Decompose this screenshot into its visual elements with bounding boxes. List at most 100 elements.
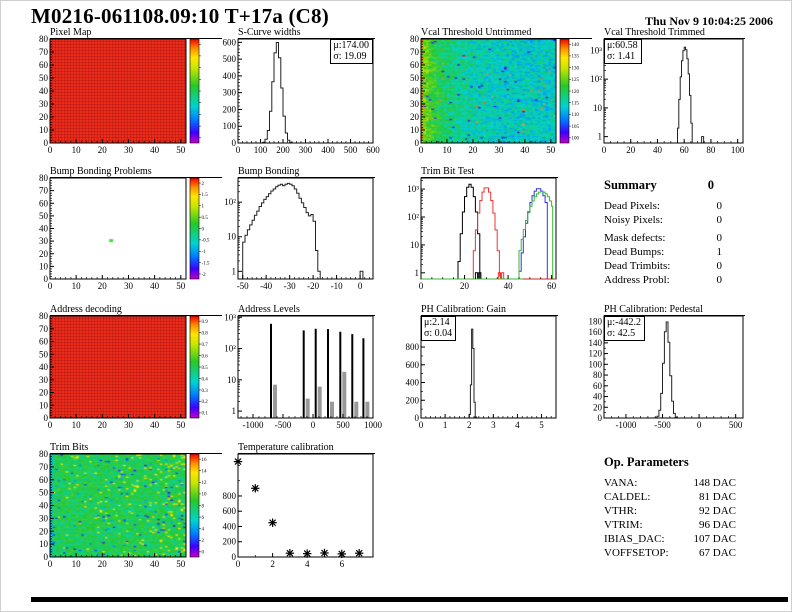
svg-text:0.7: 0.7 (202, 343, 209, 348)
op-parameter-value: 148 DAC (693, 477, 736, 489)
svg-text:0: 0 (419, 281, 424, 291)
svg-text:10: 10 (72, 420, 82, 430)
svg-text:-1000: -1000 (243, 420, 264, 430)
page-title: M0216-061108.09:10 T+17a (C8) (31, 4, 329, 28)
svg-text:20: 20 (626, 145, 636, 155)
svg-text:200: 200 (223, 537, 237, 547)
svg-text:20: 20 (410, 112, 420, 122)
stats-box: μ:60.58 σ: 1.41 (604, 39, 642, 64)
svg-text:10²: 10² (224, 344, 236, 354)
svg-text:30: 30 (124, 559, 134, 569)
summary-row-label: Dead Bumps: (604, 246, 665, 258)
svg-text:3: 3 (491, 420, 496, 430)
op-parameter-label: VTHR: (604, 505, 637, 517)
svg-text:130: 130 (572, 66, 580, 71)
svg-text:1.5: 1.5 (202, 193, 209, 198)
svg-text:50: 50 (39, 211, 49, 221)
svg-text:0: 0 (232, 552, 237, 562)
svg-text:2: 2 (467, 420, 472, 430)
svg-text:6: 6 (202, 516, 205, 521)
svg-text:60: 60 (39, 337, 49, 347)
svg-text:10: 10 (72, 281, 82, 291)
svg-text:0: 0 (311, 420, 316, 430)
summary-title: Summary (604, 178, 657, 192)
svg-text:70: 70 (39, 324, 49, 334)
svg-text:140: 140 (589, 338, 603, 348)
svg-text:600: 600 (366, 145, 380, 155)
summary-row: Mask defects: 0 (604, 231, 722, 245)
svg-text:600: 600 (223, 506, 237, 516)
svg-text:20: 20 (39, 526, 49, 536)
svg-text:4: 4 (515, 420, 520, 430)
svg-text:10: 10 (39, 400, 49, 410)
heatmap-cells (50, 39, 186, 143)
plot-ph-calibration-pedestal: PH Calibration: Pedestal -1000 -500 0 500 0 2… (582, 302, 782, 434)
svg-text:50: 50 (39, 349, 49, 359)
svg-text:0.8: 0.8 (202, 331, 209, 336)
svg-text:500: 500 (336, 420, 350, 430)
stats-mean: μ:-442.2 (607, 317, 641, 328)
svg-text:6: 6 (340, 559, 345, 569)
op-parameter-label: VOFFSETOP: (604, 547, 669, 559)
svg-text:10: 10 (227, 375, 237, 385)
svg-text:0: 0 (232, 138, 237, 148)
svg-text:2: 2 (202, 182, 205, 187)
svg-text:20: 20 (39, 112, 49, 122)
svg-text:40: 40 (150, 145, 160, 155)
svg-text:50: 50 (176, 420, 186, 430)
svg-text:10: 10 (593, 103, 603, 113)
svg-text:1: 1 (598, 132, 603, 142)
vcal-threshold-trimmed-plot: 0 20 40 60 80 100 1 10 10² 10³ (590, 38, 745, 155)
heatmap-cells (50, 316, 186, 418)
svg-text:0: 0 (44, 274, 49, 284)
svg-text:300: 300 (299, 145, 313, 155)
summary-row-label: Address Probl: (604, 274, 670, 286)
svg-text:140: 140 (572, 43, 580, 48)
svg-text:0: 0 (44, 413, 49, 423)
plot-trim-bit-test: Trim Bit Test 0 20 40 60 1 10 10² 10³ (399, 164, 585, 295)
svg-text:125: 125 (572, 78, 580, 83)
svg-text:500: 500 (729, 420, 743, 430)
svg-text:10: 10 (410, 125, 420, 135)
svg-text:100: 100 (589, 359, 603, 369)
svg-text:8: 8 (202, 504, 205, 509)
svg-text:120: 120 (572, 90, 580, 95)
svg-text:0: 0 (48, 145, 53, 155)
plot-bump-bonding: Bump Bonding -50 -40 -30 -20 -10 0 1 10 10² (211, 164, 393, 295)
svg-text:30: 30 (39, 236, 49, 246)
svg-text:10³: 10³ (407, 184, 419, 194)
plot-address-decoding: Address decoding 0 10 20 30 40 50 0 10 20 30 40 50 6… (27, 302, 222, 434)
svg-text:0.1: 0.1 (202, 412, 209, 417)
svg-text:0.2: 0.2 (202, 400, 209, 405)
op-parameter-label: IBIAS_DAC: (604, 533, 665, 545)
svg-text:40: 40 (520, 145, 530, 155)
plot-ph-calibration-gain: PH Calibration: Gain 0 1 2 3 4 5 0 200 400 600 800… (399, 302, 585, 434)
svg-text:-0.5: -0.5 (202, 239, 210, 244)
stats-sigma: σ: 19.09 (333, 51, 367, 62)
svg-text:70: 70 (39, 462, 49, 472)
svg-text:2: 2 (202, 539, 205, 544)
svg-text:0.5: 0.5 (202, 216, 209, 221)
svg-text:70: 70 (410, 47, 420, 57)
svg-text:20: 20 (39, 249, 49, 259)
svg-text:200: 200 (406, 395, 420, 405)
ph-calibration-gain-plot: 0 1 2 3 4 5 0 200 400 600 800 (406, 315, 557, 430)
svg-text:50: 50 (176, 145, 186, 155)
svg-text:0: 0 (202, 551, 205, 556)
svg-text:110: 110 (572, 113, 580, 118)
temperature-calibration-plot: 0 2 4 6 0 200 400 600 800 (223, 453, 374, 569)
svg-text:100: 100 (254, 145, 268, 155)
svg-text:30: 30 (124, 145, 134, 155)
svg-text:135: 135 (572, 55, 580, 60)
summary-row: Noisy Pixels: 0 (604, 213, 722, 227)
svg-text:40: 40 (39, 501, 49, 511)
svg-text:60: 60 (680, 145, 690, 155)
svg-text:500: 500 (344, 145, 358, 155)
svg-text:400: 400 (223, 71, 237, 81)
svg-text:40: 40 (653, 145, 663, 155)
svg-text:0.9: 0.9 (202, 320, 209, 325)
svg-text:14: 14 (202, 470, 208, 475)
svg-text:20: 20 (98, 420, 108, 430)
svg-text:0: 0 (236, 559, 241, 569)
